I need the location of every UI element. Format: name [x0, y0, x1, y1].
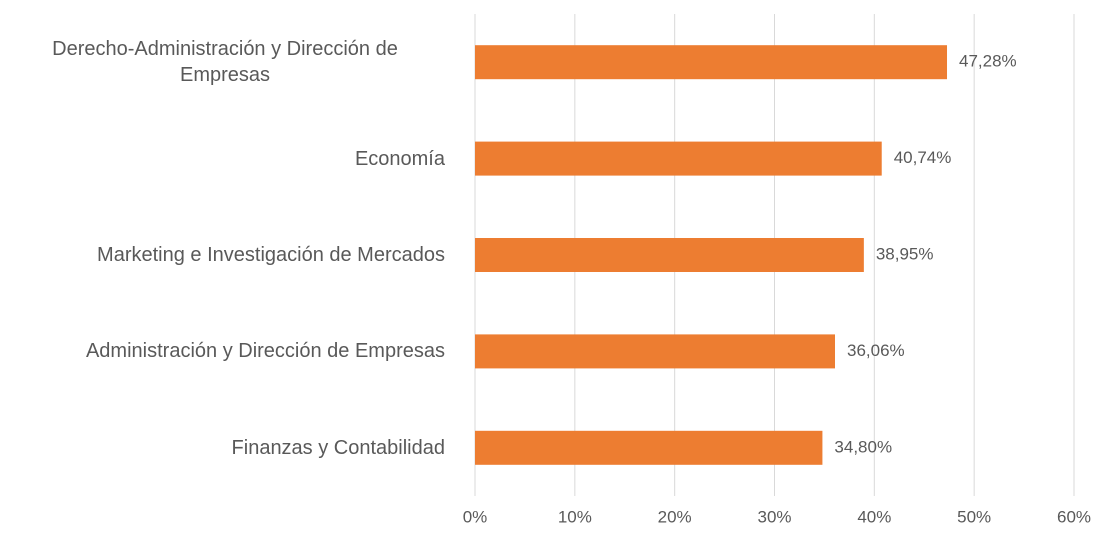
- bar: [475, 141, 882, 176]
- y-tick-label-box: Finanzas y Contabilidad: [0, 435, 445, 461]
- value-label: 36,06%: [847, 341, 905, 360]
- x-tick-label: 20%: [658, 507, 692, 526]
- y-tick-label: Marketing e Investigación de Mercados: [97, 244, 445, 266]
- x-tick-label: 40%: [857, 507, 891, 526]
- bar: [475, 430, 823, 465]
- bar: [475, 334, 835, 369]
- x-tick-label: 50%: [957, 507, 991, 526]
- value-label: 40,74%: [894, 148, 952, 167]
- bar: [475, 238, 864, 272]
- y-tick-label-box: Administración y Dirección de Empresas: [0, 338, 445, 364]
- x-tick-label: 0%: [463, 507, 488, 526]
- bar: [475, 45, 948, 80]
- x-tick-label: 10%: [558, 507, 592, 526]
- value-label: 34,80%: [834, 437, 892, 456]
- y-tick-label: Economía: [354, 147, 445, 170]
- value-label: 38,95%: [876, 244, 934, 263]
- y-tick-label-box: Derecho-Administración y Dirección de Em…: [0, 36, 445, 88]
- x-tick-label: 60%: [1057, 507, 1091, 526]
- y-tick-label-box: Economía: [0, 146, 445, 172]
- y-tick-label: Administración y Dirección de Empresas: [85, 340, 445, 363]
- y-tick-label: Finanzas y Contabilidad: [231, 436, 445, 459]
- y-tick-label: Derecho-Administración y Dirección de Em…: [52, 38, 398, 87]
- y-tick-label-box: Marketing e Investigación de Mercados: [0, 242, 445, 268]
- value-label: 47,28%: [959, 52, 1017, 71]
- x-tick-label: 30%: [757, 507, 791, 526]
